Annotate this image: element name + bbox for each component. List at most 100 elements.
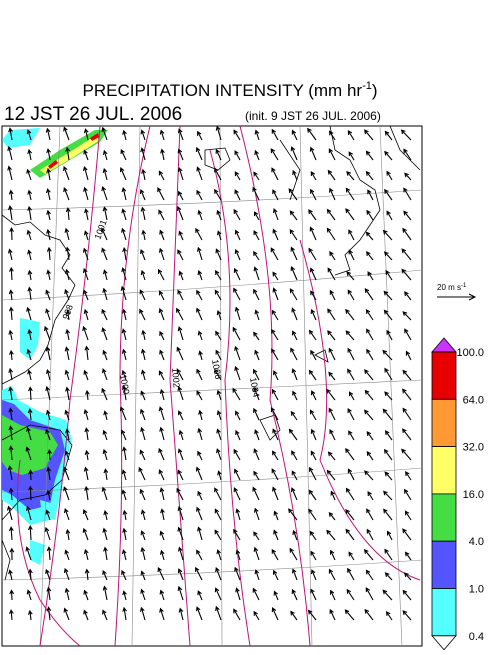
wind-arrow: [26, 306, 32, 321]
wind-arrow: [63, 486, 70, 501]
wind-arrow: [291, 330, 298, 341]
wind-arrow: [177, 568, 184, 581]
wind-arrow: [122, 246, 127, 261]
wind-arrow: [253, 230, 260, 241]
wind-arrow: [365, 231, 374, 241]
wind-arrow: [271, 548, 279, 561]
wind-arrow: [64, 227, 70, 241]
wind-arrow: [348, 391, 355, 401]
contour-labels: 1000 1002 1004 1006 998 1001: [60, 218, 261, 398]
wind-arrow: [177, 289, 184, 301]
wind-arrow: [159, 349, 165, 361]
wind-arrow: [364, 288, 374, 301]
wind-arrow: [178, 270, 184, 281]
wind-arrow: [253, 470, 260, 481]
wind-arrow: [102, 167, 108, 181]
wind-arrow: [64, 587, 70, 601]
wind-arrow: [102, 527, 108, 541]
colorbar-label: 32.0: [463, 442, 484, 454]
wind-arrow: [254, 569, 260, 581]
wind-arrow: [195, 606, 203, 621]
wind-arrow: [177, 469, 184, 481]
wind-arrow: [310, 569, 317, 581]
wind-arrow: [101, 247, 108, 261]
wind-arrow: [404, 510, 412, 521]
wind-arrow: [384, 391, 393, 401]
isobar: [169, 125, 191, 647]
wind-arrow: [101, 387, 108, 401]
wind-arrow: [27, 408, 33, 421]
wind-arrow: [216, 209, 222, 221]
wind-arrow: [195, 466, 203, 481]
wind-arrow: [63, 187, 70, 201]
wind-arrow: [291, 129, 298, 141]
wind-arrow: [271, 348, 279, 361]
wind-arrow: [159, 426, 165, 441]
wind-arrow: [252, 587, 260, 601]
wind-arrow: [234, 150, 241, 161]
wind-arrow: [25, 446, 32, 461]
wind-arrow: [253, 507, 260, 521]
wind-arrow: [25, 505, 32, 521]
wind-arrow: [235, 508, 241, 521]
wind-arrow: [7, 248, 13, 261]
wind-arrow: [46, 167, 51, 181]
wind-arrow: [291, 307, 298, 321]
wind-arrow: [291, 568, 298, 581]
wind-arrow: [139, 308, 146, 321]
wind-arrow: [402, 528, 412, 541]
wind-arrow: [252, 186, 260, 201]
wind-arrow: [348, 430, 355, 441]
wind-arrow: [63, 126, 70, 141]
wind-arrow: [65, 428, 70, 441]
wind-arrow: [235, 429, 241, 441]
wind-arrow: [234, 171, 241, 181]
wind-arrow: [404, 291, 412, 301]
wind-arrow: [177, 249, 184, 261]
wind-ref-text: 20 m s: [437, 283, 461, 292]
wind-arrow: [6, 505, 13, 521]
colorbar-segment: [431, 351, 457, 400]
wind-arrow: [288, 508, 298, 521]
wind-arrow: [403, 210, 412, 221]
wind-arrow: [345, 487, 355, 501]
wind-arrow: [101, 368, 108, 381]
wind-arrow: [159, 229, 165, 241]
wind-arrow: [288, 428, 298, 441]
wind-arrow: [329, 428, 336, 441]
wind-arrow: [384, 548, 393, 561]
wind-arrow: [197, 526, 203, 541]
wind-arrow: [234, 189, 241, 201]
wind-arrow: [160, 508, 165, 521]
wind-arrow: [272, 569, 279, 581]
wind-arrow: [328, 568, 336, 581]
wind-arrow: [215, 605, 222, 621]
wind-arrow: [214, 508, 222, 521]
wind-arrow: [82, 325, 89, 341]
wind-arrow: [45, 346, 51, 361]
wind-arrow: [102, 609, 108, 621]
wind-arrow: [63, 567, 70, 581]
wind-arrow: [25, 546, 32, 561]
wind-arrow: [290, 487, 298, 501]
wind-arrow: [326, 469, 336, 481]
wind-arrow: [196, 307, 203, 321]
wind-arrow: [121, 227, 127, 241]
wind-arrow: [65, 207, 71, 221]
wind-arrow: [101, 126, 108, 141]
wind-arrow: [103, 509, 109, 521]
wind-arrow: [235, 587, 241, 601]
wind-arrow: [121, 369, 127, 381]
wind-arrow: [310, 188, 317, 201]
wind-arrow: [83, 369, 89, 381]
wind-arrow: [27, 568, 33, 581]
wind-arrow: [271, 468, 279, 481]
wind-arrow: [366, 430, 374, 441]
wind-arrow: [83, 466, 89, 481]
wind-arrow: [82, 247, 89, 261]
wind-arrow: [159, 549, 165, 561]
wind-arrow: [290, 266, 298, 281]
wind-arrow: [198, 409, 203, 421]
wind-arrow: [140, 269, 146, 281]
wind-arrow: [196, 506, 203, 521]
